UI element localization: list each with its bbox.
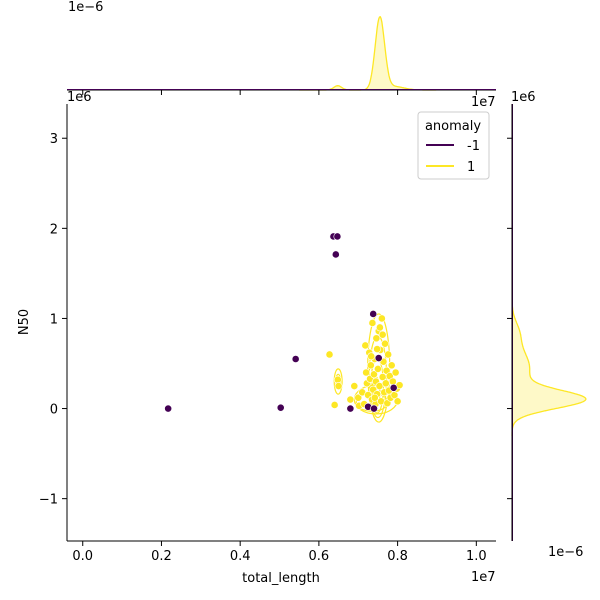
legend-label-neg1: -1 xyxy=(467,139,480,154)
scatter-point-anomaly xyxy=(370,404,378,413)
y-axis-offset-right-label: 1e6 xyxy=(511,90,536,105)
top-marginal-density-line-1 xyxy=(299,16,437,91)
y-ticks: −1 0 1 2 3 xyxy=(39,132,67,508)
x-ticks: 0.0 0.2 0.4 0.6 0.8 1.0 xyxy=(72,541,487,564)
scatter-point-normal xyxy=(366,361,375,370)
y-tick-label: −1 xyxy=(39,493,58,508)
scatter-point-normal xyxy=(350,382,359,390)
scatter-point-anomaly xyxy=(346,404,355,413)
scatter-point-anomaly xyxy=(389,383,398,392)
scatter-point-normal xyxy=(370,393,379,402)
scatter-point-normal xyxy=(374,365,382,373)
scatter-point-normal xyxy=(362,368,371,377)
x-tick-label: 0.6 xyxy=(309,549,330,564)
top-marginal: 1e−6 xyxy=(67,0,496,95)
y-tick-label: 2 xyxy=(50,222,58,237)
scatter-point-anomaly xyxy=(331,250,340,259)
scatter-point-normal xyxy=(373,345,382,353)
top-marginal-ticks xyxy=(82,90,477,95)
scatter-point-anomaly xyxy=(333,232,342,241)
x-tick-label: 1.0 xyxy=(466,549,487,564)
y-tick-label: 3 xyxy=(50,132,58,147)
kde-contour-line xyxy=(333,368,343,395)
right-marginal-density-line-1 xyxy=(511,304,587,436)
scatter-point-anomaly xyxy=(276,403,285,412)
scatter-point-normal xyxy=(346,395,355,404)
x-tick-label: 0.8 xyxy=(387,549,408,564)
x-tick-label: 0.4 xyxy=(230,549,251,564)
scatter-point-normal xyxy=(381,339,389,348)
scatter-point-normal xyxy=(372,334,381,343)
scatter-point-normal xyxy=(387,361,396,370)
scatter-point-normal xyxy=(391,368,400,377)
top-marginal-offset-label: 1e−6 xyxy=(68,0,103,15)
scatter-point-normal xyxy=(381,379,390,388)
scatter-point-normal xyxy=(384,350,393,359)
scatter-point-normal xyxy=(393,397,402,406)
x-axis-label: total_length xyxy=(242,571,320,586)
x-offset-label: 1e7 xyxy=(471,570,496,585)
scatter-point-normal xyxy=(334,382,343,390)
scatter-point-anomaly xyxy=(369,310,378,318)
y-tick-label: 1 xyxy=(50,312,58,327)
y-offset-label: 1e6 xyxy=(67,90,92,105)
legend-label-1: 1 xyxy=(467,160,475,175)
x-axis-offset-top-label: 1e7 xyxy=(471,95,496,110)
legend-title: anomaly xyxy=(425,119,481,134)
x-tick-label: 0.2 xyxy=(151,549,172,564)
scatter-point-normal xyxy=(377,314,386,323)
scatter-point-normal xyxy=(375,323,384,332)
x-tick-label: 0.0 xyxy=(72,549,93,564)
legend: anomaly -1 1 xyxy=(417,111,490,180)
scatter-point-normal xyxy=(325,350,334,359)
y-axis-label: N50 xyxy=(17,309,32,335)
right-marginal-ticks xyxy=(507,137,512,500)
scatter-point-normal xyxy=(378,330,387,339)
scatter-point-anomaly xyxy=(374,354,383,362)
right-marginal-offset-label: 1e−6 xyxy=(548,545,583,560)
right-marginal: 1e−6 xyxy=(507,104,587,560)
main-axes: 1e7 1e6 1e7 1e6 0.0 0.2 0.4 0.6 0.8 1.0 −1 0 1 2… xyxy=(17,90,536,586)
scatter-point-anomaly xyxy=(291,355,300,363)
scatter-point-normal xyxy=(330,401,339,409)
right-marginal-density-fill-1 xyxy=(512,304,586,436)
top-marginal-density-fill-1 xyxy=(299,16,437,90)
scatter-point-normal xyxy=(370,370,378,379)
scatter-point-normal xyxy=(354,393,363,402)
scatter-points xyxy=(164,232,404,413)
y-tick-label: 0 xyxy=(50,403,58,418)
scatter-point-normal xyxy=(361,341,370,350)
scatter-point-normal xyxy=(367,352,376,361)
scatter-point-anomaly xyxy=(164,404,173,413)
scatter-point-normal xyxy=(368,319,377,327)
